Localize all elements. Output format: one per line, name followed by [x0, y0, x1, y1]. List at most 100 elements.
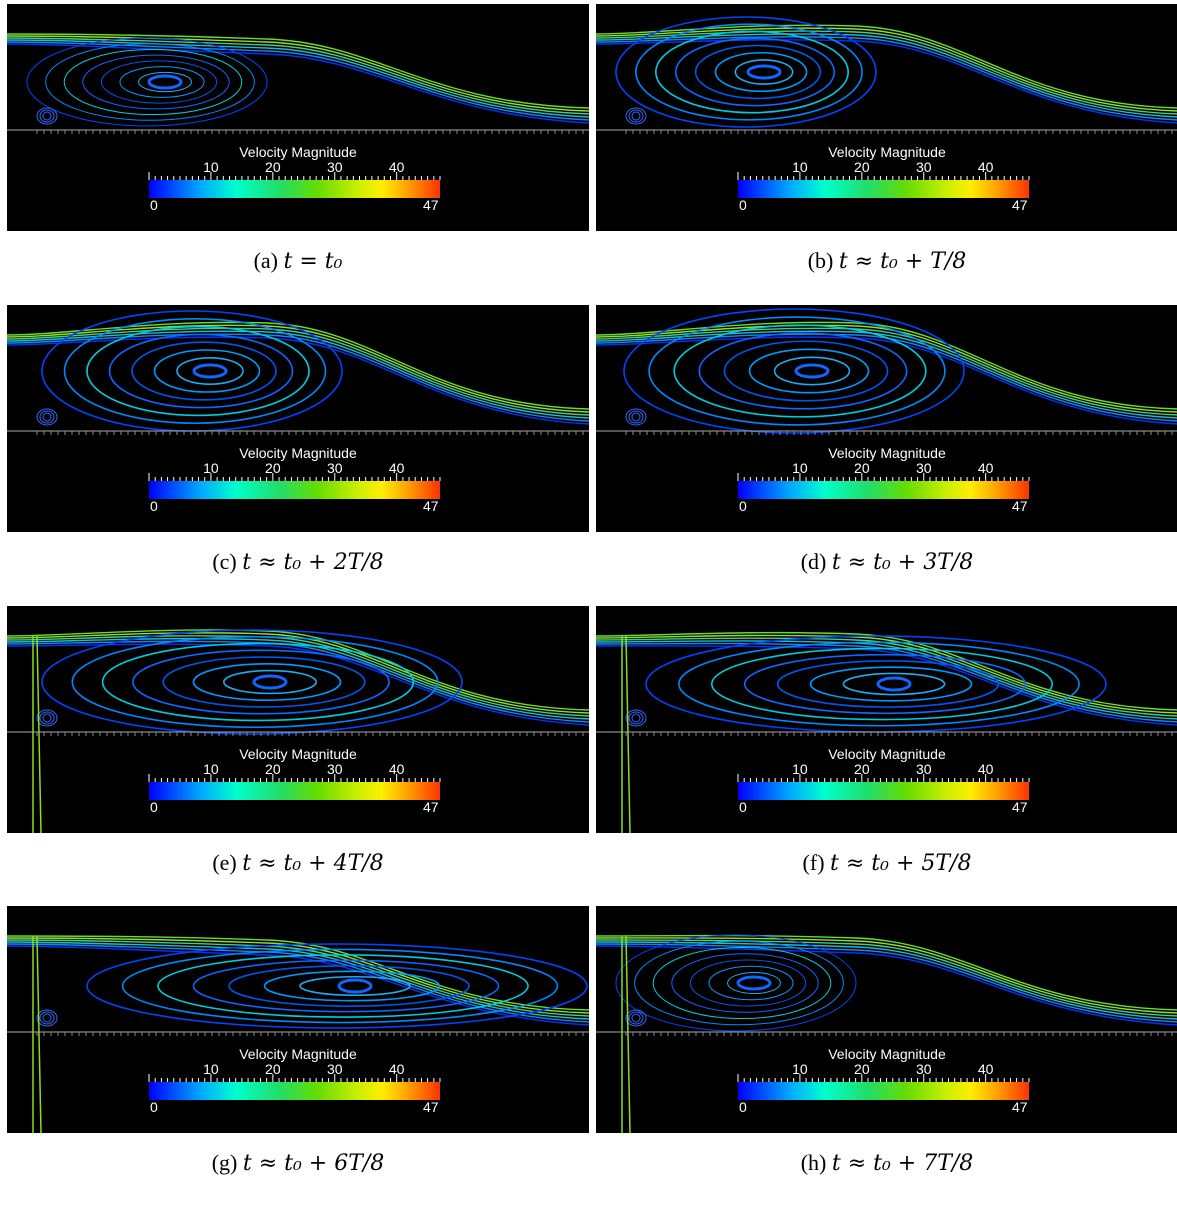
colorbar-min-label: 0	[150, 1099, 158, 1115]
corner-eddy	[39, 410, 55, 424]
shear-streamline	[7, 39, 589, 118]
panel-label: (b)	[807, 248, 834, 273]
corner-eddy	[36, 107, 58, 125]
colorbar-tick-label: 30	[326, 159, 343, 175]
time-expression: t ≈ t₀ + 4T/8	[242, 851, 384, 876]
corner-eddy	[628, 410, 644, 424]
colorbar-tick-label: 40	[388, 1061, 405, 1077]
vortex-streamline	[101, 642, 415, 722]
shear-streamline	[7, 41, 589, 121]
colorbar-tick-label: 20	[854, 460, 870, 476]
corner-eddy	[625, 709, 647, 727]
streamline-plot: Velocity Magnitude 10 20 30 40 0 47	[7, 305, 589, 532]
inlet-jet	[32, 635, 42, 833]
colorbar-tick-label: 10	[203, 1061, 219, 1077]
streamline-plot: Velocity Magnitude 10 20 30 40 0 47	[596, 305, 1177, 532]
corner-eddy	[625, 408, 647, 426]
vortex-streamline	[86, 943, 588, 1029]
colorbar-tick-label: 30	[915, 1061, 932, 1077]
colorbar-title: Velocity Magnitude	[239, 746, 357, 762]
vortex-streamline	[63, 317, 327, 425]
figure-panel: Velocity Magnitude 10 20 30 40 0 47 (a) t = t₀	[7, 4, 589, 304]
shear-streamline	[7, 935, 589, 1011]
vortex-streamline	[138, 71, 192, 93]
shear-streamline	[596, 327, 1177, 416]
vortex-streamline	[100, 60, 218, 104]
vortex-streamline	[162, 656, 366, 708]
vortex-streamline	[131, 341, 277, 401]
vortex-core	[736, 975, 772, 991]
panel-caption: (a) t = t₀	[7, 248, 589, 274]
vortex-streamline	[727, 971, 781, 995]
panel-caption: (c) t ≈ t₀ + 2T/8	[7, 549, 589, 575]
corner-eddy	[625, 107, 647, 125]
vortex-streamline	[648, 316, 946, 426]
corner-eddy	[39, 109, 55, 123]
shear-streamline	[596, 941, 1177, 1020]
colorbar-tick-label: 10	[792, 159, 808, 175]
streamline-image	[596, 16, 1177, 180]
colorbar-title: Velocity Magnitude	[828, 445, 946, 461]
figure-panel: Velocity Magnitude 10 20 30 40 0 47 (f) t ≈ t₀ …	[596, 606, 1177, 906]
vortex-streamline	[176, 356, 244, 385]
vortex-streamline	[689, 959, 807, 1007]
inlet-jet	[621, 935, 631, 1133]
colorbar-title: Velocity Magnitude	[828, 1046, 946, 1062]
figure-panel: Velocity Magnitude 10 20 30 40 0 47 (b) t ≈ t₀ …	[596, 4, 1177, 304]
shear-streamline	[7, 629, 589, 711]
shear-streamline	[596, 634, 1177, 714]
shear-streamline	[7, 43, 589, 124]
vortex-streamline	[299, 975, 411, 997]
colorbar-tick-label: 30	[326, 1061, 343, 1077]
streamline-image	[7, 935, 589, 1133]
shear-streamline	[7, 643, 589, 726]
streamline-image	[596, 308, 1177, 481]
vortex-streamline	[615, 16, 877, 128]
colorbar-min-label: 0	[150, 799, 158, 815]
streamline-plot: Velocity Magnitude 10 20 30 40 0 47	[7, 606, 589, 833]
colorbar-title: Velocity Magnitude	[828, 746, 946, 762]
colorbar-max-label: 47	[423, 1099, 439, 1115]
shear-streamline	[596, 937, 1177, 1014]
vortex-streamline	[714, 51, 808, 93]
colorbar	[149, 481, 440, 499]
vortex-streamline	[45, 43, 255, 121]
vortex-streamline	[71, 635, 439, 729]
vortex-streamline	[26, 37, 268, 127]
streamline-plot: Velocity Magnitude 10 20 30 40 0 47	[7, 906, 589, 1133]
colorbar-tick-label: 40	[977, 159, 994, 175]
colorbar-tick-label: 10	[203, 460, 219, 476]
panel-label: (g)	[211, 1150, 238, 1175]
colorbar-min-label: 0	[739, 1099, 747, 1115]
vortex-streamline	[694, 44, 822, 100]
colorbar-max-label: 47	[423, 498, 439, 514]
panel-label: (h)	[800, 1150, 827, 1175]
vortex-streamline	[674, 37, 836, 107]
panel-caption: (g) t ≈ t₀ + 6T/8	[7, 1150, 589, 1176]
corner-eddy	[628, 1011, 644, 1025]
shear-streamline	[596, 24, 1177, 109]
vortex-core	[252, 674, 288, 690]
streamline-plot: Velocity Magnitude 10 20 30 40 0 47	[596, 4, 1177, 231]
vortex-streamline	[723, 340, 889, 402]
panel-caption: (h) t ≈ t₀ + 7T/8	[596, 1150, 1177, 1176]
colorbar-max-label: 47	[1012, 799, 1028, 815]
corner-eddy	[631, 713, 641, 723]
shear-streamline	[7, 945, 589, 1026]
streamline-image	[7, 310, 589, 481]
vortex-streamline	[108, 333, 294, 409]
colorbar	[738, 1082, 1029, 1100]
streamline-image	[7, 33, 589, 180]
vortex-streamline	[223, 669, 318, 695]
colorbar-max-label: 47	[1012, 498, 1028, 514]
vortex-streamline	[82, 54, 230, 110]
colorbar-tick-label: 40	[977, 460, 994, 476]
streamline-image	[7, 629, 589, 833]
colorbar-tick-label: 20	[265, 761, 281, 777]
colorbar-max-label: 47	[423, 197, 439, 213]
colorbar-tick-label: 30	[326, 761, 343, 777]
vortex-streamline	[153, 349, 261, 393]
colorbar	[149, 1082, 440, 1100]
colorbar-min-label: 0	[150, 498, 158, 514]
colorbar-tick-label: 20	[854, 761, 870, 777]
